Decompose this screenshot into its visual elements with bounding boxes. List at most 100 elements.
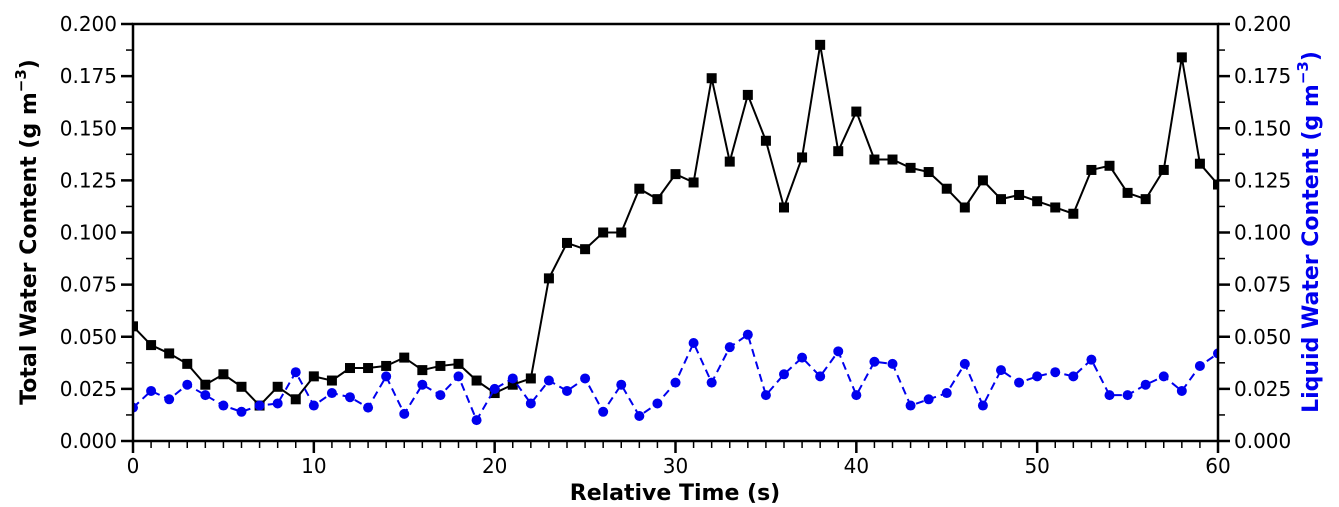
data-point-square	[634, 183, 645, 194]
series-layer	[133, 39, 1218, 426]
data-point-circle	[236, 406, 247, 417]
right-y-tick-label: 0.175	[1234, 64, 1291, 88]
data-point-circle	[959, 358, 970, 369]
data-point-square	[742, 89, 753, 100]
x-tick-label: 50	[1024, 454, 1049, 478]
data-point-circle	[200, 390, 211, 401]
left-y-tick-label: 0.050	[60, 325, 117, 349]
data-point-square	[471, 375, 482, 386]
data-point-circle	[887, 358, 898, 369]
left-y-axis-title-exponent: −3	[12, 69, 30, 92]
data-point-circle	[1194, 360, 1205, 371]
data-point-circle	[905, 400, 916, 411]
data-point-square	[905, 162, 916, 173]
data-point-square	[1068, 208, 1079, 219]
data-point-square	[381, 360, 392, 371]
data-point-square	[345, 363, 355, 374]
data-point-circle	[272, 398, 283, 409]
right-y-tick-label: 0.050	[1234, 325, 1291, 349]
data-point-circle	[345, 392, 355, 403]
right-y-axis-title-main: Liquid Water Content (g m	[1299, 84, 1324, 413]
data-point-square	[688, 177, 699, 188]
data-point-circle	[869, 356, 880, 367]
data-point-square	[200, 379, 211, 390]
left-y-tick-label: 0.100	[60, 221, 117, 245]
left-y-tick-label: 0.200	[60, 12, 117, 36]
x-tick-label: 10	[301, 454, 326, 478]
data-point-circle	[146, 385, 157, 396]
data-point-circle	[381, 371, 392, 382]
data-point-circle	[670, 377, 681, 388]
data-point-square	[887, 154, 898, 165]
data-point-square	[543, 273, 554, 284]
data-point-circle	[815, 371, 826, 382]
data-point-circle	[1068, 371, 1079, 382]
data-point-circle	[634, 410, 645, 421]
data-point-circle	[489, 383, 500, 394]
data-point-square	[1104, 160, 1115, 171]
data-point-circle	[797, 352, 808, 363]
data-point-circle	[543, 375, 554, 386]
data-point-square	[1032, 196, 1043, 207]
ticks-layer	[121, 22, 1230, 453]
left-y-axis-title: Total Water Content (g m−3)	[12, 59, 42, 405]
data-point-circle	[598, 406, 609, 417]
data-point-square	[507, 379, 518, 390]
data-point-circle	[706, 377, 717, 388]
data-point-square	[616, 227, 627, 238]
data-point-circle	[941, 388, 952, 399]
series-line-1	[133, 333, 1218, 423]
data-point-square	[1050, 202, 1061, 213]
data-point-square	[1086, 164, 1097, 175]
left-y-tick-label: 0.175	[60, 64, 117, 88]
data-point-circle	[525, 398, 536, 409]
data-point-square	[779, 202, 789, 213]
data-point-circle	[1086, 354, 1097, 365]
data-point-square	[706, 73, 717, 84]
data-point-square	[133, 321, 138, 332]
left-y-tick-label: 0.150	[60, 116, 117, 140]
data-point-square	[146, 340, 157, 351]
x-tick-label: 60	[1205, 454, 1230, 478]
data-point-square	[453, 358, 464, 369]
data-point-square	[272, 381, 283, 392]
data-point-square	[869, 154, 880, 165]
data-point-circle	[652, 398, 663, 409]
data-point-circle	[616, 379, 627, 390]
data-point-circle	[507, 373, 518, 384]
data-point-circle	[417, 379, 428, 390]
data-point-circle	[851, 390, 862, 401]
data-point-circle	[453, 371, 464, 382]
data-point-square	[308, 371, 319, 382]
data-point-circle	[1104, 390, 1115, 401]
data-point-circle	[724, 342, 735, 353]
data-point-square	[652, 194, 663, 205]
data-point-square	[1176, 52, 1187, 63]
right-y-tick-label: 0.025	[1234, 377, 1291, 401]
data-point-square	[851, 106, 862, 117]
data-point-square	[797, 152, 808, 163]
data-point-square	[182, 358, 193, 369]
left-y-axis-title-main: Total Water Content (g m	[17, 92, 42, 405]
x-tick-label: 40	[844, 454, 869, 478]
right-y-axis-title-exponent: −3	[1294, 61, 1312, 84]
data-point-circle	[977, 400, 988, 411]
data-point-circle	[688, 338, 699, 349]
data-point-circle	[742, 329, 753, 340]
data-point-square	[815, 39, 826, 50]
data-point-square	[833, 146, 844, 157]
right-y-axis-title-close: )	[1299, 51, 1324, 61]
data-point-circle	[996, 365, 1006, 376]
data-point-square	[164, 348, 175, 359]
data-point-square	[435, 360, 446, 371]
data-point-circle	[760, 390, 771, 401]
data-point-square	[417, 365, 428, 376]
left-y-tick-label: 0.125	[60, 168, 117, 192]
data-point-square	[1194, 158, 1205, 169]
data-point-circle	[923, 394, 934, 405]
data-point-square	[996, 194, 1006, 205]
data-point-circle	[779, 369, 789, 380]
data-point-circle	[164, 394, 175, 405]
data-point-circle	[182, 379, 193, 390]
